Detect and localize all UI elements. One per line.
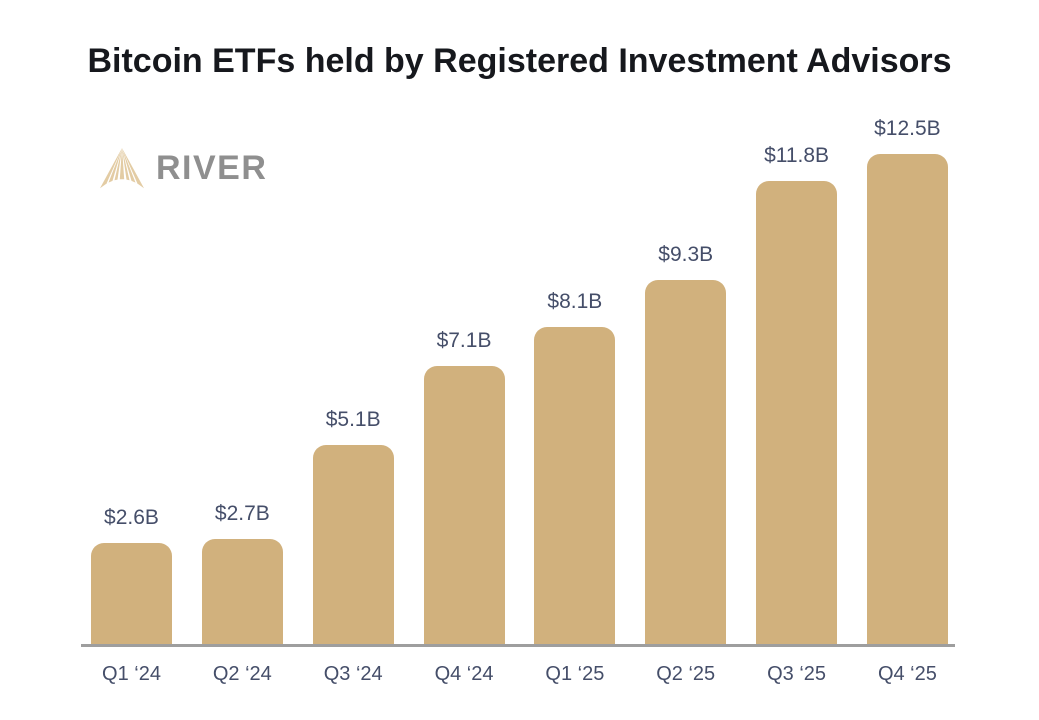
- bar: [91, 543, 172, 645]
- bar-value-label: $2.7B: [214, 502, 270, 525]
- bar: [201, 539, 283, 645]
- bar-cell: $8.1B: [534, 100, 616, 645]
- river-logo: RIVER: [99, 146, 267, 190]
- bar-cell: $2.7B: [201, 100, 283, 645]
- bar-value-label: $7.1B: [436, 329, 492, 352]
- bar-value-label: $11.8B: [764, 144, 830, 167]
- bar: [312, 445, 394, 645]
- bar-cell: $7.1B: [423, 100, 505, 645]
- x-axis-label: Q4 ‘25: [877, 663, 937, 685]
- page-title: Bitcoin ETFs held by Registered Investme…: [87, 42, 952, 80]
- bar: [423, 366, 505, 645]
- bar-cell: $9.3B: [645, 100, 727, 645]
- bar-value-label: $12.5B: [874, 117, 941, 140]
- bar-chart: $2.6B $2.7B $5.1B $7.1B $8.1B $9.3B $11.8B $12.…: [91, 100, 948, 645]
- x-axis-labels: Q1 ‘24 Q2 ‘24 Q3 ‘24 Q4 ‘24 Q1 ‘25 Q2 ‘25 Q3 ‘…: [91, 663, 948, 686]
- bar-cell: $5.1B: [312, 100, 394, 645]
- river-logo-wordmark: RIVER: [156, 149, 268, 187]
- x-axis-label: Q3 ‘25: [767, 663, 827, 685]
- river-rays-icon: [100, 148, 144, 189]
- bar-value-label: $5.1B: [325, 408, 381, 431]
- bar: [866, 154, 948, 645]
- bar-value-label: $2.6B: [104, 506, 159, 529]
- x-axis-label: Q2 ‘24: [212, 663, 272, 685]
- x-axis-line: [81, 644, 955, 647]
- x-axis-label: Q1 ‘24: [102, 663, 161, 685]
- x-axis-label: Q2 ‘25: [656, 663, 716, 685]
- bar-value-label: $8.1B: [547, 290, 603, 313]
- x-axis-label: Q3 ‘24: [323, 663, 383, 685]
- x-axis-label: Q4 ‘24: [434, 663, 494, 685]
- x-axis-label: Q1 ‘25: [545, 663, 605, 685]
- bar: [534, 327, 616, 645]
- bar: [645, 280, 727, 645]
- bar-cell: $12.5B: [866, 100, 948, 645]
- bar-cell: $2.6B: [91, 100, 172, 645]
- bar-value-label: $9.3B: [658, 243, 714, 266]
- bar: [756, 181, 838, 645]
- bar-cell: $11.8B: [756, 100, 838, 645]
